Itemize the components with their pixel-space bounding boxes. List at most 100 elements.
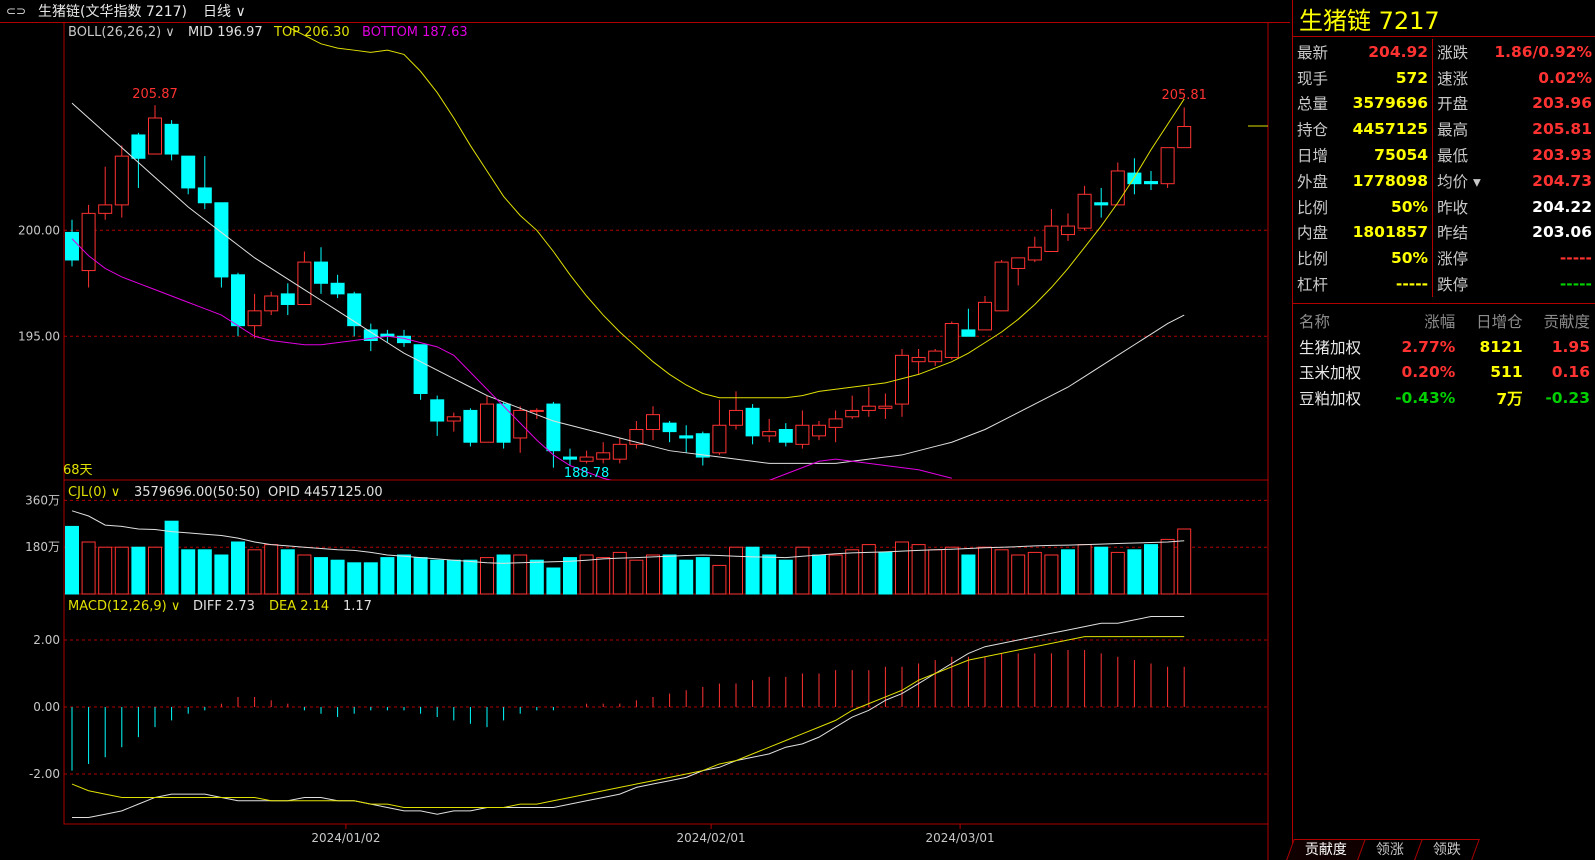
macd-label: MACD(12,26,9) ∨ [68, 599, 180, 614]
candle-body [529, 409, 544, 412]
tab-top-losers[interactable]: 领跌 [1414, 839, 1480, 860]
candle-body [81, 212, 96, 272]
panel-header: 生猪链 7217 [1293, 0, 1595, 37]
quote-row: 总量 3579696 开盘 203.96 [1293, 90, 1595, 117]
volume-bar [646, 554, 660, 595]
quote-value: 203.96 [1532, 94, 1592, 113]
volume-bar [529, 559, 544, 595]
period-selector[interactable]: 日线 ∨ [203, 4, 246, 20]
volume-bar [1160, 538, 1175, 595]
contribution-row[interactable]: 玉米加权 0.20% 511 0.16 [1293, 359, 1595, 385]
contribution-row[interactable]: 豆粕加权 -0.43% 7万 -0.23 [1293, 385, 1595, 411]
quote-label: 昨收 [1437, 198, 1469, 217]
volume-bar [1094, 546, 1109, 595]
contribution-cell: 8121 [1479, 337, 1523, 356]
candle-body [231, 274, 245, 327]
volume-bar [114, 546, 129, 595]
volume-bar [961, 554, 976, 595]
volume-bar [778, 559, 793, 595]
volume-bar [247, 549, 262, 595]
quote-value: 1778098 [1352, 171, 1429, 190]
candle-body [1144, 181, 1158, 185]
quote-row: 持仓 4457125 最高 205.81 [1293, 116, 1595, 143]
volume-bar [314, 557, 328, 595]
candle-body [629, 429, 644, 445]
quote-label: 速涨 [1437, 69, 1469, 88]
candle-body [197, 187, 212, 204]
main-chart[interactable]: 200.00 195.00 360万 180万 2.00 0.00 -2.00 2024/01… [0, 22, 1290, 860]
contribution-cell: 0.20% [1401, 363, 1456, 382]
volume-bar [1144, 544, 1158, 595]
candle-body [181, 155, 196, 189]
quote-row: 日增 75054 最低 203.93 [1293, 142, 1595, 168]
candle-body [480, 403, 494, 443]
quote-value: ----- [1559, 249, 1592, 268]
tab-contribution[interactable]: 贡献度 [1286, 839, 1366, 860]
volume-bar [347, 562, 362, 595]
volume-bar [148, 546, 162, 595]
candle-body [546, 403, 561, 452]
candle-body [114, 155, 129, 206]
quote-label: 持仓 [1297, 121, 1329, 140]
column-header[interactable]: 日增仓 [1476, 312, 1523, 331]
quote-value: 205.81 [1532, 120, 1592, 139]
quote-row: 比例 50% 昨收 204.22 [1293, 193, 1595, 220]
quote-label: 比例 [1297, 250, 1329, 269]
volume-bar [762, 554, 777, 595]
candle-body [828, 418, 843, 428]
quote-table: 最新 204.92 涨跌 1.86/0.92% 现手 572 速涨 0.02% 总量 357969… [1293, 39, 1595, 297]
title-bar: ⊂⊃ 生猪链(文华指数 7217) 日线 ∨ [0, 0, 1290, 23]
candle-body [397, 335, 411, 344]
candle-body [729, 409, 743, 426]
candle-body [463, 409, 478, 443]
volume-bar [397, 554, 411, 595]
volume-bar [513, 554, 528, 595]
candle-body [131, 134, 146, 159]
candle-body [363, 329, 378, 341]
linked-chart-icon[interactable]: ⊂⊃ [6, 4, 27, 18]
quote-row: 内盘 1801857 昨结 203.06 [1293, 219, 1595, 246]
volume-bar [496, 554, 511, 595]
quote-value: 50% [1390, 249, 1429, 268]
x-date-label: 2024/02/01 [677, 831, 746, 845]
macd-dea-label: DEA 2.14 [269, 599, 329, 614]
candle-body [65, 231, 79, 261]
tab-top-gainers[interactable]: 领涨 [1357, 839, 1423, 860]
volume-bar [131, 546, 146, 595]
instrument-title: 生猪链(文华指数 7217) [38, 4, 188, 20]
candle-body [845, 409, 860, 418]
volume-bar [463, 559, 478, 595]
quote-label: 均价 ▾ [1437, 172, 1481, 191]
volume-ma-line [71, 510, 1185, 564]
volume-bar [662, 554, 677, 595]
volume-bar [579, 554, 594, 595]
contribution-row[interactable]: 生猪加权 2.77% 8121 1.95 [1293, 334, 1595, 360]
boll-top-label: TOP 206.30 [273, 25, 350, 40]
volume-bar [878, 551, 893, 595]
volume-bar [695, 557, 710, 595]
volume-bar [1077, 544, 1092, 595]
candle-body [911, 356, 926, 363]
candle-body [1077, 193, 1092, 229]
candle-body [1110, 170, 1125, 206]
candle-body [1160, 147, 1175, 185]
candle-body [1094, 202, 1109, 206]
volume-bar [81, 541, 96, 595]
macd-tick-label: -2.00 [29, 767, 60, 781]
candle-body [214, 202, 229, 278]
volume-bar [612, 551, 627, 595]
candle-body [280, 293, 295, 305]
boll-label: BOLL(26,26,2) ∨ [68, 25, 175, 40]
candle-body [1177, 125, 1192, 149]
volume-bar [845, 549, 860, 595]
volume-bar [812, 554, 826, 595]
volume-bar [978, 546, 992, 595]
quote-label: 总量 [1297, 95, 1329, 114]
candle-body [961, 329, 976, 337]
column-header[interactable]: 贡献度 [1543, 312, 1590, 331]
quote-row: 外盘 1778098 均价 ▾ 204.73 [1293, 167, 1595, 194]
column-header[interactable]: 涨幅 [1424, 312, 1456, 331]
y-tick-label: 195.00 [18, 329, 60, 343]
column-header[interactable]: 名称 [1299, 312, 1331, 331]
volume-bar [197, 549, 212, 595]
